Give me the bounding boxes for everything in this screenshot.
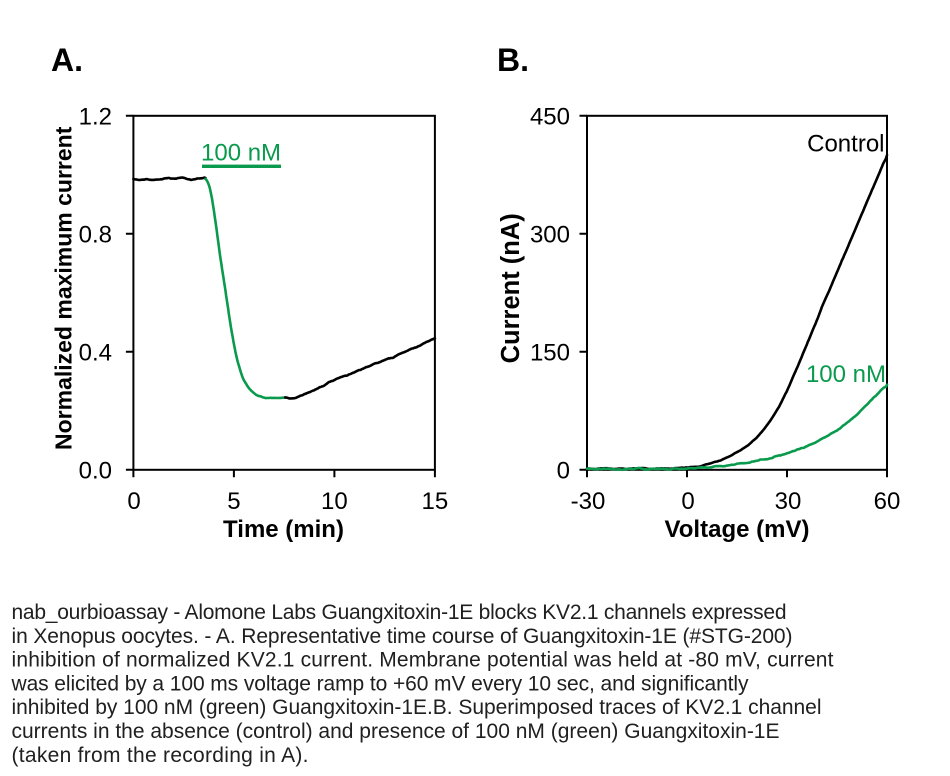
svg-text:5: 5 bbox=[227, 488, 240, 515]
svg-text:Current (nA): Current (nA) bbox=[497, 213, 525, 363]
svg-text:150: 150 bbox=[530, 339, 570, 366]
svg-text:450: 450 bbox=[530, 103, 570, 130]
svg-text:1.2: 1.2 bbox=[79, 103, 112, 130]
svg-text:30: 30 bbox=[775, 488, 802, 515]
svg-text:0.8: 0.8 bbox=[79, 221, 112, 248]
svg-text:B.: B. bbox=[497, 42, 529, 78]
svg-text:inhibited by 100 nM (green) Gu: inhibited by 100 nM (green) Guangxitoxin… bbox=[12, 696, 822, 719]
svg-text:A.: A. bbox=[51, 42, 83, 78]
svg-text:Normalized maximum current: Normalized maximum current bbox=[51, 126, 77, 450]
svg-text:0: 0 bbox=[557, 457, 570, 484]
svg-text:0.4: 0.4 bbox=[79, 339, 112, 366]
svg-text:0: 0 bbox=[681, 488, 694, 515]
svg-text:-30: -30 bbox=[571, 488, 606, 515]
svg-text:60: 60 bbox=[874, 488, 901, 515]
svg-text:0: 0 bbox=[127, 488, 140, 515]
svg-text:Time (min): Time (min) bbox=[223, 516, 344, 543]
svg-text:inhibition of normalized KV2.1: inhibition of normalized KV2.1 current. … bbox=[12, 649, 834, 672]
svg-text:100 nM: 100 nM bbox=[201, 139, 281, 166]
svg-text:Voltage (mV): Voltage (mV) bbox=[665, 516, 810, 543]
svg-text:currents in the absence (contr: currents in the absence (control) and pr… bbox=[12, 720, 780, 743]
svg-text:was elicited by a 100 ms volta: was elicited by a 100 ms voltage ramp to… bbox=[11, 672, 750, 695]
svg-text:100 nM: 100 nM bbox=[806, 361, 886, 388]
svg-text:Control: Control bbox=[807, 131, 884, 158]
svg-text:15: 15 bbox=[422, 488, 449, 515]
svg-text:0.0: 0.0 bbox=[79, 457, 112, 484]
svg-text:300: 300 bbox=[530, 221, 570, 248]
svg-text:10: 10 bbox=[321, 488, 348, 515]
svg-text:in Xenopus oocytes. - A. Repre: in Xenopus oocytes. - A. Representative … bbox=[12, 625, 793, 648]
svg-text:(taken from the recording in A: (taken from the recording in A). bbox=[12, 744, 309, 767]
svg-text:nab_ourbioassay - Alomone Labs: nab_ourbioassay - Alomone Labs Guangxito… bbox=[12, 601, 787, 624]
